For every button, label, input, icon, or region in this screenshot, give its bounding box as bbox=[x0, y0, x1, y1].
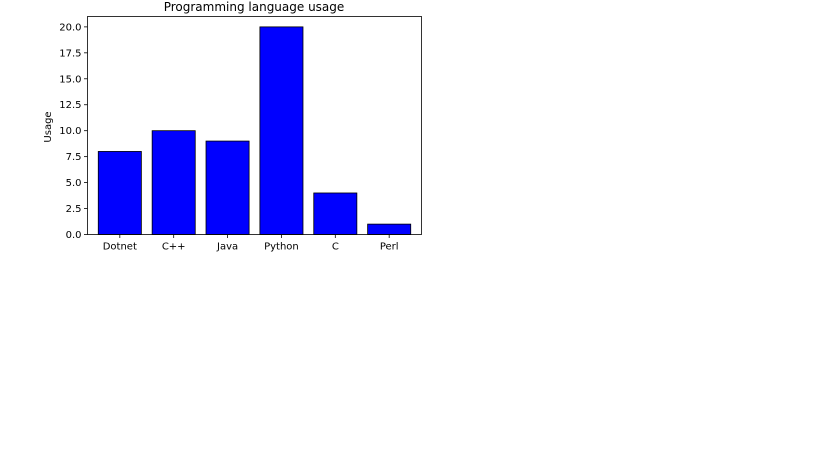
chart-title: Programming language usage bbox=[164, 0, 345, 14]
y-tick-label: 15.0 bbox=[59, 74, 81, 85]
y-tick-label: 0.0 bbox=[66, 230, 82, 241]
plot-frame bbox=[87, 16, 422, 235]
x-tick-label: Perl bbox=[380, 242, 399, 253]
y-tick-label: 17.5 bbox=[59, 48, 81, 59]
bar-dotnet bbox=[97, 151, 142, 235]
bar-java bbox=[205, 140, 250, 235]
x-tick-label: C++ bbox=[162, 242, 186, 253]
bar-c bbox=[313, 192, 358, 235]
x-tick-label: C bbox=[332, 242, 339, 253]
x-tick-label: Java bbox=[216, 242, 238, 253]
y-tick-label: 12.5 bbox=[59, 100, 81, 111]
y-tick-label: 5.0 bbox=[66, 178, 82, 189]
y-tick-label: 2.5 bbox=[66, 204, 82, 215]
bar-perl bbox=[367, 223, 412, 235]
bar-c- bbox=[151, 130, 196, 235]
x-tick-label: Dotnet bbox=[103, 242, 137, 253]
bar-python bbox=[259, 26, 304, 235]
y-tick-label: 20.0 bbox=[59, 22, 81, 33]
y-axis-label: Usage bbox=[43, 111, 54, 142]
x-tick-label: Python bbox=[264, 242, 299, 253]
y-tick-label: 7.5 bbox=[66, 152, 82, 163]
y-tick-label: 10.0 bbox=[59, 126, 81, 137]
plot-area: 0.0 2.5 5.0 7.5 10.0 12.5 15.0 17.5 20.0 Dotnet C+… bbox=[59, 16, 422, 253]
